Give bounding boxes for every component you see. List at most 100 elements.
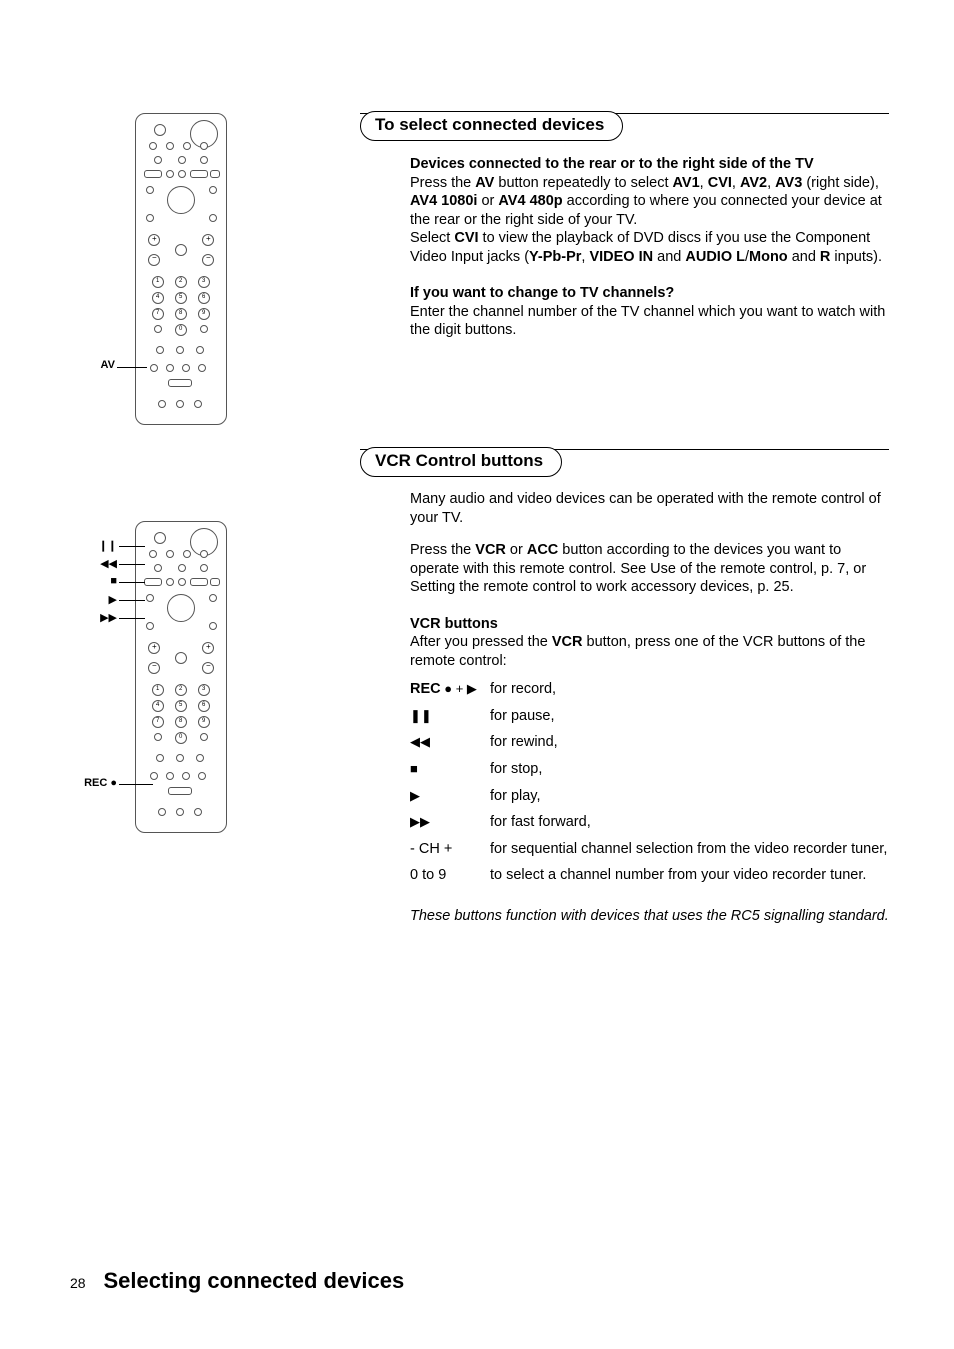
bold-r: R: [820, 249, 830, 265]
bold-cvi2: CVI: [454, 230, 478, 246]
digit-5-icon: 5: [175, 700, 187, 712]
vcr-table-row: ▶▶for fast forward,: [410, 813, 889, 832]
vcr-symbol: 0 to 9: [410, 866, 490, 885]
picture-btn-icon: [210, 170, 220, 178]
feature-b-icon: [176, 400, 184, 408]
digit-0-icon: 0: [175, 732, 187, 744]
digit-3-icon: 3: [198, 276, 210, 288]
ch-down-icon: [202, 662, 214, 674]
menu-select-icon: [209, 622, 217, 630]
sel-b-icon: [166, 772, 174, 780]
nav-ring-icon: [167, 186, 195, 214]
vol-up-icon: [148, 234, 160, 246]
digit-6-icon: 6: [198, 292, 210, 304]
digit-5-icon: 5: [175, 292, 187, 304]
callout-label: REC ●: [77, 777, 117, 789]
txt: and: [788, 249, 820, 265]
footer-title: Selecting connected devices: [103, 1268, 404, 1293]
surf-btn-icon: [144, 170, 162, 178]
vcr-symbol: ▶: [410, 787, 490, 806]
sel-c-icon: [182, 364, 190, 372]
change-channels-body: Enter the channel number of the TV chann…: [410, 303, 889, 340]
sel-b-icon: [166, 364, 174, 372]
bold-audiol: AUDIO L: [685, 249, 745, 265]
ch-down-icon: [202, 254, 214, 266]
feature-exit-icon: [146, 622, 154, 630]
ach-btn-icon: [200, 325, 208, 333]
vcr-description: for play,: [490, 787, 889, 806]
bold-av: AV: [475, 175, 494, 191]
digit-2-icon: 2: [175, 684, 187, 696]
callout-label: ▶▶: [77, 611, 117, 624]
vcr-symbol: ❚❚: [410, 707, 490, 726]
s1-text: Press the AV button repeatedly to select…: [410, 175, 882, 228]
mute-icon: [175, 652, 187, 664]
vcr-description: for rewind,: [490, 733, 889, 752]
picture-btn-icon: [210, 578, 220, 586]
vol-down-icon: [148, 662, 160, 674]
vcr-symbol: ■: [410, 760, 490, 779]
remote-body: 1 2 3 4 5 6 7 8 9 0: [135, 521, 227, 833]
digit-8-icon: 8: [175, 308, 187, 320]
freeze-btn-icon: [190, 578, 208, 586]
callout-label: ■: [77, 575, 117, 587]
av-btn-icon: [150, 364, 158, 372]
page-footer: 28 Selecting connected devices: [70, 1268, 404, 1294]
mode-aux-icon: [200, 142, 208, 150]
txt: (right side),: [802, 175, 879, 191]
mute-icon: [175, 244, 187, 256]
digit-9-icon: 9: [198, 308, 210, 320]
bold-acc: ACC: [527, 542, 558, 558]
aux-c-icon: [200, 156, 208, 164]
vcr-table-row: REC ● + ▶for record,: [410, 680, 889, 699]
mode-tv-icon: [149, 142, 157, 150]
bold-av3: AV3: [775, 175, 802, 191]
remote-body: 1 2 3 4 5 6 7 8 9 0: [135, 113, 227, 425]
page-number: 28: [70, 1275, 86, 1291]
digit-7-icon: 7: [152, 716, 164, 728]
active-ctrl-icon: [178, 170, 186, 178]
status-btn-icon: [154, 733, 162, 741]
mode-aux-icon: [200, 550, 208, 558]
vol-up-icon: [148, 642, 160, 654]
vcr-description: for record,: [490, 680, 889, 699]
sound-btn-icon: [146, 594, 154, 602]
rec-btn-icon: [156, 346, 164, 354]
mode-vcr-icon: [166, 550, 174, 558]
vcr-buttons-intro: After you pressed the VCR button, press …: [410, 633, 889, 670]
ach-btn-icon: [200, 733, 208, 741]
bold-av41080i: AV4 1080i: [410, 193, 477, 209]
sel-d-icon: [198, 772, 206, 780]
callout-line: [119, 600, 145, 601]
mode-vcr-icon: [166, 142, 174, 150]
bold-vcr: VCR: [475, 542, 506, 558]
callout-line: [119, 784, 153, 785]
feature-a-icon: [158, 808, 166, 816]
mode-acc-icon: [183, 550, 191, 558]
callout-label: ❙❙: [77, 539, 117, 552]
digit-6-icon: 6: [198, 700, 210, 712]
manual-page: 1 2 3 4 5 6 7 8 9 0: [0, 0, 954, 1349]
bold-av2: AV2: [740, 175, 767, 191]
callout-line: [119, 582, 145, 583]
bottom-bar-icon: [168, 787, 192, 795]
vcr-description: to select a channel number from your vid…: [490, 866, 889, 885]
feature-exit-icon: [146, 214, 154, 222]
txt: and: [653, 249, 685, 265]
vcr-table-row: - CH +for sequential channel selection f…: [410, 840, 889, 859]
digit-1-icon: 1: [152, 276, 164, 288]
aux-a-icon: [154, 156, 162, 164]
surf-btn-icon: [144, 578, 162, 586]
txt: ,: [700, 175, 708, 191]
bold-av1: AV1: [673, 175, 700, 191]
bottom-bar-icon: [168, 379, 192, 387]
status-btn-icon: [154, 325, 162, 333]
section-title-1: To select connected devices: [360, 113, 889, 114]
sel-d-icon: [198, 364, 206, 372]
vcr-symbol: ◀◀: [410, 733, 490, 752]
aux-b-icon: [178, 156, 186, 164]
txt: or: [506, 542, 527, 558]
pip-btn-icon: [194, 400, 202, 408]
txt: Press the: [410, 542, 475, 558]
digit-1-icon: 1: [152, 684, 164, 696]
